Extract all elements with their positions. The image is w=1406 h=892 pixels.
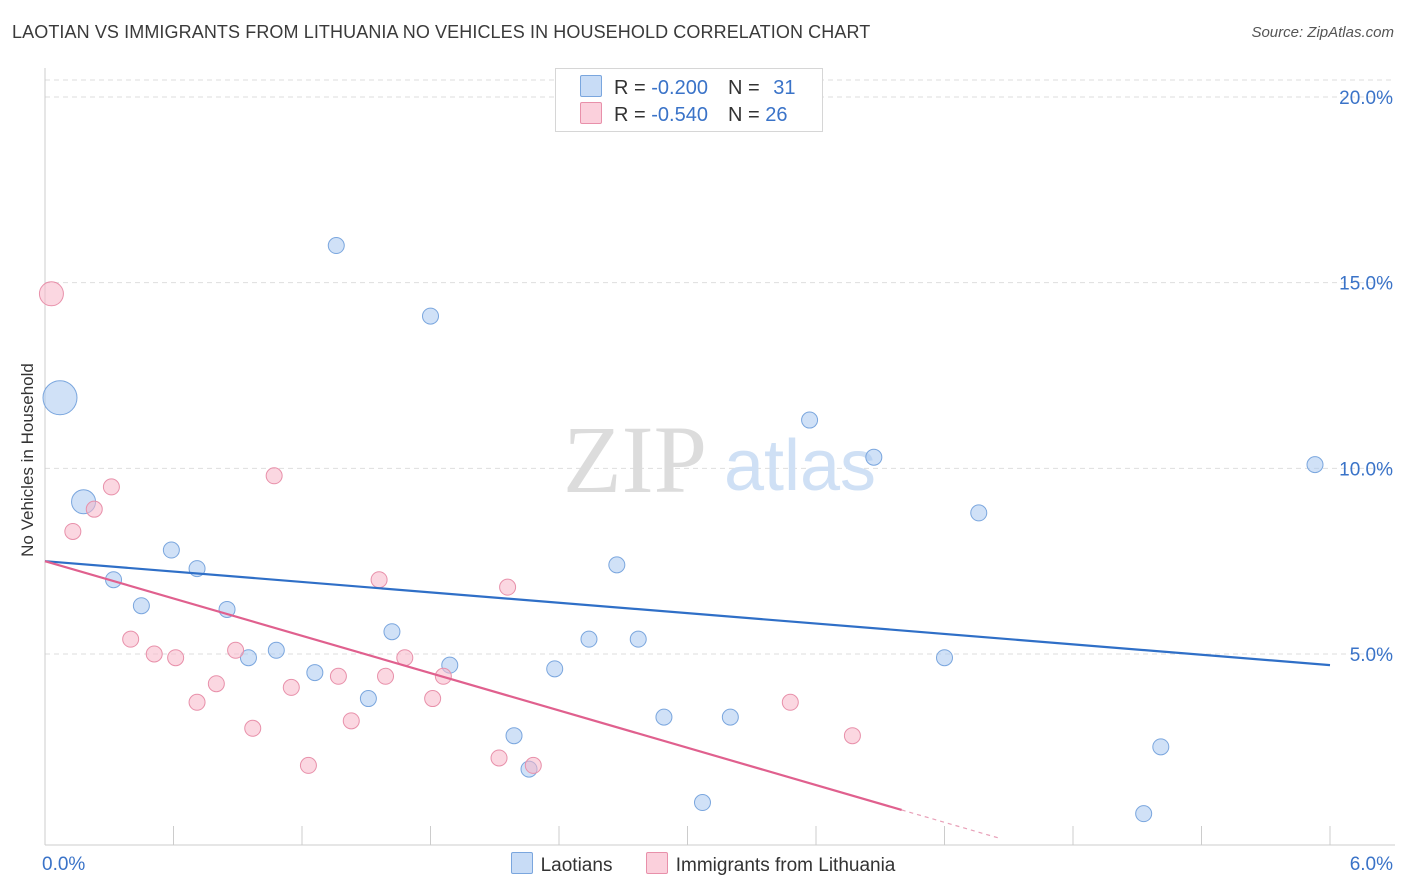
lithuania-swatch xyxy=(580,102,602,124)
laotians-point xyxy=(306,664,324,682)
lithuania-point xyxy=(843,727,861,745)
lithuania-point xyxy=(370,571,388,589)
legend-item-lithuania: Immigrants from Lithuania xyxy=(645,852,896,877)
lithuania-legend-swatch xyxy=(645,852,668,874)
legend-label-laotians: Laotians xyxy=(540,855,613,876)
lithuania-point xyxy=(342,712,360,730)
lithuania-point xyxy=(781,693,799,711)
laotians-point xyxy=(505,727,523,745)
lithuania-point xyxy=(299,756,317,774)
lithuania-point xyxy=(38,281,64,307)
laotians-legend-swatch xyxy=(510,852,533,874)
lithuania-point xyxy=(188,693,206,711)
y-tick-label: 10.0% xyxy=(1339,459,1393,480)
trend-lines xyxy=(44,560,1331,839)
data-points xyxy=(38,237,1324,823)
laotians-point xyxy=(422,307,439,325)
laotians-point xyxy=(629,630,647,648)
lithuania-point xyxy=(244,719,262,737)
watermark-zip: ZIP xyxy=(563,406,707,513)
laotians-point xyxy=(608,556,626,574)
y-tick-label: 5.0% xyxy=(1350,645,1393,666)
laotians-point xyxy=(693,794,711,812)
lithuania-point xyxy=(64,522,82,540)
stats-row-lithuania: R = -0.540 N = 26 xyxy=(580,102,787,126)
n-value: 26 xyxy=(765,104,788,126)
lithuania-point xyxy=(122,630,140,648)
legend-label-lithuania: Immigrants from Lithuania xyxy=(675,855,896,876)
laotians-point xyxy=(936,649,953,667)
lithuania-point xyxy=(207,675,225,693)
laotians-point xyxy=(1306,456,1324,474)
lithuania-point xyxy=(227,641,245,659)
n-value: 31 xyxy=(773,77,796,99)
grid-lines xyxy=(45,79,1395,655)
x-tick-label-max: 6.0% xyxy=(1350,854,1393,875)
r-value: -0.540 xyxy=(651,104,708,126)
legend-item-laotians: Laotians xyxy=(510,852,613,877)
lithuania-trend-line xyxy=(44,560,902,812)
x-tick-label-min: 0.0% xyxy=(42,854,85,875)
lithuania-point xyxy=(524,756,542,774)
source-label: Source: ZipAtlas.com xyxy=(1251,24,1394,41)
laotians-point xyxy=(1135,805,1153,823)
lithuania-point xyxy=(145,645,163,663)
y-tick-label: 20.0% xyxy=(1339,88,1393,109)
r-label: R = xyxy=(614,77,652,99)
series-legend: Laotians Immigrants from Lithuania xyxy=(0,852,1406,877)
lithuania-point xyxy=(490,749,508,767)
laotians-point xyxy=(970,504,988,522)
laotians-trend-line xyxy=(44,560,1331,667)
watermark-atlas: atlas xyxy=(724,426,876,506)
laotians-swatch xyxy=(580,75,602,97)
y-axis-label: No Vehicles in Household xyxy=(18,363,37,557)
lithuania-trend-extension xyxy=(901,809,999,839)
laotians-point xyxy=(865,448,883,466)
laotians-point xyxy=(359,690,377,708)
laotians-point xyxy=(239,649,257,667)
laotians-point xyxy=(801,411,819,429)
laotians-point xyxy=(655,708,673,726)
laotians-point xyxy=(42,380,78,416)
laotians-point xyxy=(721,708,739,726)
axes xyxy=(44,68,1395,846)
laotians-point xyxy=(546,660,564,678)
n-label: N = xyxy=(727,104,766,126)
laotians-point xyxy=(1152,738,1170,756)
lithuania-point xyxy=(424,690,442,708)
laotians-point xyxy=(132,597,150,615)
lithuania-point xyxy=(329,667,347,685)
laotians-point xyxy=(162,541,180,559)
lithuania-point xyxy=(102,478,120,496)
lithuania-point xyxy=(85,500,103,518)
y-tick-label: 15.0% xyxy=(1339,274,1393,295)
stats-legend: R = -0.200 N = 31 R = -0.540 N = 26 xyxy=(555,68,823,132)
lithuania-point xyxy=(499,578,517,596)
chart-title: LAOTIAN VS IMMIGRANTS FROM LITHUANIA NO … xyxy=(12,22,871,42)
laotians-point xyxy=(580,630,598,648)
n-label: N = xyxy=(727,77,766,99)
lithuania-point xyxy=(282,678,300,696)
stats-row-laotians: R = -0.200 N = 31 xyxy=(580,75,795,99)
r-value: -0.200 xyxy=(651,77,708,99)
laotians-point xyxy=(383,623,401,641)
laotians-point xyxy=(327,237,345,255)
lithuania-point xyxy=(167,649,185,667)
tick-labels: 5.0% 10.0% 15.0% 20.0% 0.0% 6.0% xyxy=(42,88,1393,875)
r-label: R = xyxy=(614,104,652,126)
lithuania-point xyxy=(377,667,395,685)
lithuania-point xyxy=(265,467,283,485)
laotians-point xyxy=(267,641,285,659)
